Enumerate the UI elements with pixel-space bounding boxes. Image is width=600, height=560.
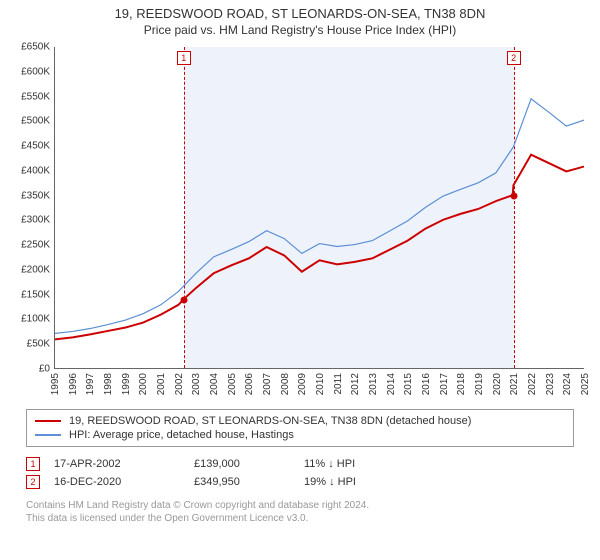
x-tick-label: 2019 [474, 373, 485, 395]
legend-row: 19, REEDSWOOD ROAD, ST LEONARDS-ON-SEA, … [35, 414, 565, 428]
transaction-price: £349,950 [194, 476, 304, 488]
y-tick-label: £600K [10, 66, 50, 77]
x-tick-label: 2005 [227, 373, 238, 395]
y-tick-label: £550K [10, 91, 50, 102]
x-tick-label: 2001 [156, 373, 167, 395]
y-tick-label: £650K [10, 42, 50, 53]
y-tick-label: £150K [10, 289, 50, 300]
transaction-row: 2 16-DEC-2020£349,95019% ↓ HPI [26, 473, 574, 491]
title-line1: 19, REEDSWOOD ROAD, ST LEONARDS-ON-SEA, … [0, 6, 600, 21]
title-line2: Price paid vs. HM Land Registry's House … [0, 23, 600, 37]
x-tick-label: 2009 [297, 373, 308, 395]
x-tick-label: 2008 [280, 373, 291, 395]
x-tick-label: 2012 [350, 373, 361, 395]
line-layer [55, 47, 584, 368]
x-tick-label: 2010 [315, 373, 326, 395]
y-tick-label: £400K [10, 165, 50, 176]
x-tick-label: 2007 [262, 373, 273, 395]
x-tick-label: 2021 [509, 373, 520, 395]
y-tick-label: £300K [10, 215, 50, 226]
x-tick-label: 2025 [580, 373, 591, 395]
transaction-date: 17-APR-2002 [54, 458, 194, 470]
x-tick-label: 2016 [421, 373, 432, 395]
x-tick-label: 2014 [386, 373, 397, 395]
y-tick-label: £250K [10, 240, 50, 251]
transaction-point [180, 297, 187, 304]
transaction-date: 16-DEC-2020 [54, 476, 194, 488]
y-tick-label: £500K [10, 116, 50, 127]
transaction-row: 1 17-APR-2002£139,00011% ↓ HPI [26, 455, 574, 473]
x-tick-label: 2015 [403, 373, 414, 395]
x-tick-label: 1998 [103, 373, 114, 395]
legend-label: HPI: Average price, detached house, Hast… [69, 429, 294, 441]
x-tick-label: 1996 [68, 373, 79, 395]
x-tick-label: 2018 [456, 373, 467, 395]
x-tick-label: 1999 [121, 373, 132, 395]
x-tick-label: 2020 [492, 373, 503, 395]
y-tick-label: £100K [10, 314, 50, 325]
y-tick-label: £450K [10, 141, 50, 152]
y-tick-label: £350K [10, 190, 50, 201]
x-tick-label: 2002 [174, 373, 185, 395]
x-tick-label: 2013 [368, 373, 379, 395]
transaction-marker-1: 1 [177, 51, 191, 65]
series-property [55, 155, 584, 340]
chart: 12 £0£50K£100K£150K£200K£250K£300K£350K£… [10, 43, 590, 403]
legend-row: HPI: Average price, detached house, Hast… [35, 428, 565, 442]
y-tick-label: £0 [10, 364, 50, 375]
x-tick-label: 1995 [50, 373, 61, 395]
transaction-delta: 19% ↓ HPI [304, 476, 424, 488]
plot-area: 12 [54, 47, 584, 369]
legend-label: 19, REEDSWOOD ROAD, ST LEONARDS-ON-SEA, … [69, 415, 471, 427]
legend-swatch [35, 420, 61, 422]
x-tick-label: 2024 [562, 373, 573, 395]
x-tick-label: 2022 [527, 373, 538, 395]
x-tick-label: 2003 [191, 373, 202, 395]
y-tick-label: £200K [10, 264, 50, 275]
below-chart: 19, REEDSWOOD ROAD, ST LEONARDS-ON-SEA, … [26, 409, 574, 525]
transaction-point [510, 192, 517, 199]
transaction-row-marker: 1 [26, 457, 40, 471]
chart-title-block: 19, REEDSWOOD ROAD, ST LEONARDS-ON-SEA, … [0, 0, 600, 39]
transaction-row-marker: 2 [26, 475, 40, 489]
x-tick-label: 2011 [333, 373, 344, 395]
footnote-line1: Contains HM Land Registry data © Crown c… [26, 499, 574, 512]
footnote: Contains HM Land Registry data © Crown c… [26, 499, 574, 525]
transaction-price: £139,000 [194, 458, 304, 470]
footnote-line2: This data is licensed under the Open Gov… [26, 512, 574, 525]
x-tick-label: 2004 [209, 373, 220, 395]
transaction-delta: 11% ↓ HPI [304, 458, 424, 470]
x-tick-label: 2017 [439, 373, 450, 395]
x-tick-label: 2006 [244, 373, 255, 395]
x-tick-label: 1997 [85, 373, 96, 395]
x-tick-label: 2023 [545, 373, 556, 395]
y-tick-label: £50K [10, 339, 50, 350]
transactions-table: 1 17-APR-2002£139,00011% ↓ HPI 2 16-DEC-202… [26, 455, 574, 491]
x-tick-label: 2000 [138, 373, 149, 395]
legend: 19, REEDSWOOD ROAD, ST LEONARDS-ON-SEA, … [26, 409, 574, 447]
transaction-marker-2: 2 [507, 51, 521, 65]
legend-swatch [35, 434, 61, 436]
series-hpi [55, 99, 584, 334]
